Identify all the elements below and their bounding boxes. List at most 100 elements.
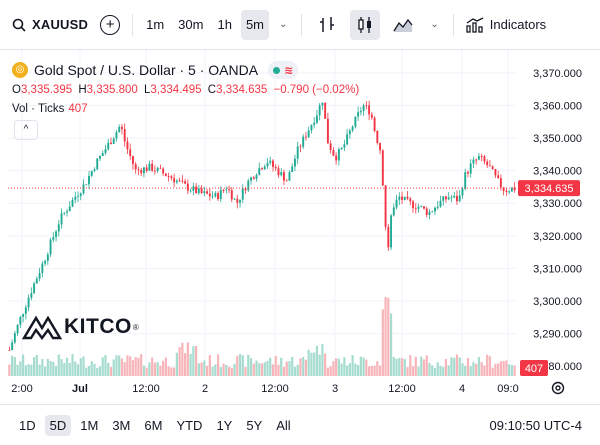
candle-body	[384, 185, 387, 227]
candle-body	[219, 189, 222, 200]
candle-body	[288, 172, 291, 181]
volume-bar	[461, 363, 464, 376]
candle-body	[406, 196, 409, 199]
volume-bar	[107, 362, 110, 376]
candle-body	[208, 193, 211, 197]
volume-bar	[151, 357, 154, 376]
volume-bar	[494, 363, 497, 376]
volume-bar	[302, 356, 305, 376]
volume-label: Vol · Ticks	[12, 103, 65, 115]
range-3m[interactable]: 3M	[112, 417, 131, 433]
range-5y[interactable]: 5Y	[246, 417, 263, 433]
candle-body	[453, 195, 456, 198]
candle-body	[24, 307, 27, 314]
volume-bar	[140, 354, 143, 376]
high-key: H	[78, 84, 87, 96]
range-5d[interactable]: 5D	[44, 414, 72, 436]
volume-bar	[24, 365, 27, 376]
candles-style-icon[interactable]	[350, 9, 381, 40]
volume-bar	[367, 366, 371, 376]
range-all[interactable]: All	[276, 417, 291, 433]
intervals-dropdown-chevron-down-icon[interactable]: ⌄	[279, 19, 288, 30]
symbol-search-button[interactable]: XAUUSD	[32, 17, 89, 32]
candle-body	[82, 184, 85, 194]
range-1m[interactable]: 1M	[80, 417, 99, 433]
candle-body	[269, 160, 272, 163]
volume-bar	[271, 364, 275, 376]
volume-bar	[118, 355, 121, 376]
volume-bar	[93, 363, 96, 376]
volume-bar	[63, 362, 66, 376]
indicators-button[interactable]: Indicators	[460, 10, 552, 40]
range-6m[interactable]: 6M	[144, 417, 163, 433]
candle-body	[197, 188, 200, 194]
volume-bar	[464, 365, 467, 376]
range-1y[interactable]: 1Y	[216, 417, 233, 433]
candle-body	[255, 174, 258, 179]
volume-bar	[164, 357, 167, 376]
candle-body	[170, 176, 173, 179]
collapse-legend-button[interactable]: ^	[14, 120, 38, 140]
volume-bar	[52, 361, 55, 376]
volume-bar	[252, 363, 255, 376]
volume-bar	[90, 361, 93, 376]
candle-body	[488, 165, 491, 167]
last-price-label: 3,334.635	[525, 183, 574, 195]
interval-1m[interactable]: 1m	[146, 17, 165, 32]
interval-30m[interactable]: 30m	[178, 17, 204, 32]
candle-body	[417, 206, 420, 209]
volume-bar	[123, 362, 126, 376]
volume-bar	[238, 354, 242, 376]
range-1d[interactable]: 1D	[19, 417, 36, 433]
candle-body	[477, 156, 480, 160]
chart-style-chevron-down-icon[interactable]: ⌄	[430, 19, 439, 30]
volume-bar	[101, 357, 104, 376]
candle-body	[329, 143, 332, 150]
time-axis[interactable]: 2:00 Jul 12:00 2 12:00 3 12:00 4 09:0	[11, 383, 518, 395]
search-icon[interactable]	[12, 10, 26, 40]
volume-bar	[205, 366, 209, 376]
volume-bar	[197, 363, 200, 376]
price-chart[interactable]: 3,370.000 3,360.000 3,350.000 3,340.000 3,33…	[0, 50, 600, 404]
x-tick-label: 12:00	[261, 383, 289, 395]
x-tick-label: 2	[202, 383, 208, 395]
compare-symbol-icon[interactable]: +	[100, 14, 121, 35]
candle-body	[178, 180, 181, 182]
volume-bar	[189, 353, 192, 376]
gear-icon[interactable]	[550, 380, 566, 396]
series-title: Gold Spot / U.S. Dollar · 5 · OANDA	[34, 62, 259, 78]
volume-bar	[433, 367, 437, 376]
volume-bar	[422, 359, 426, 376]
kitco-mark-icon	[22, 315, 62, 340]
area-style-icon[interactable]	[388, 10, 418, 40]
volume-bar	[71, 354, 74, 376]
volume-bar	[455, 354, 459, 376]
timezone-clock[interactable]: 09:10:50 UTC-4	[489, 417, 583, 433]
interval-5m[interactable]: 5m	[240, 9, 269, 40]
volume-bar	[27, 364, 30, 376]
divider	[301, 13, 303, 36]
candle-body	[472, 159, 475, 164]
bar-style-icon[interactable]	[312, 10, 342, 40]
volume-bar	[142, 365, 146, 376]
volume-bar	[296, 364, 299, 376]
candle-body	[365, 105, 368, 107]
range-ytd[interactable]: YTD	[176, 417, 203, 433]
volume-bar	[497, 363, 500, 376]
volume-bar	[260, 363, 264, 376]
candle-body	[35, 278, 38, 284]
candle-body	[233, 198, 236, 200]
candle-body	[357, 112, 360, 117]
candle-body	[118, 126, 121, 133]
price-axis[interactable]: 3,370.000 3,360.000 3,350.000 3,340.000 3,33…	[533, 68, 582, 373]
volume-bar	[85, 367, 88, 376]
volume-bar	[409, 355, 412, 376]
candle-body	[137, 169, 140, 171]
candle-body	[475, 159, 478, 161]
volume-bar	[173, 367, 176, 376]
market-status-pill[interactable]: ≋	[268, 61, 299, 79]
volume-bar	[57, 354, 60, 376]
candle-body	[335, 155, 338, 161]
candle-body	[480, 156, 483, 157]
interval-1h[interactable]: 1h	[217, 17, 232, 32]
